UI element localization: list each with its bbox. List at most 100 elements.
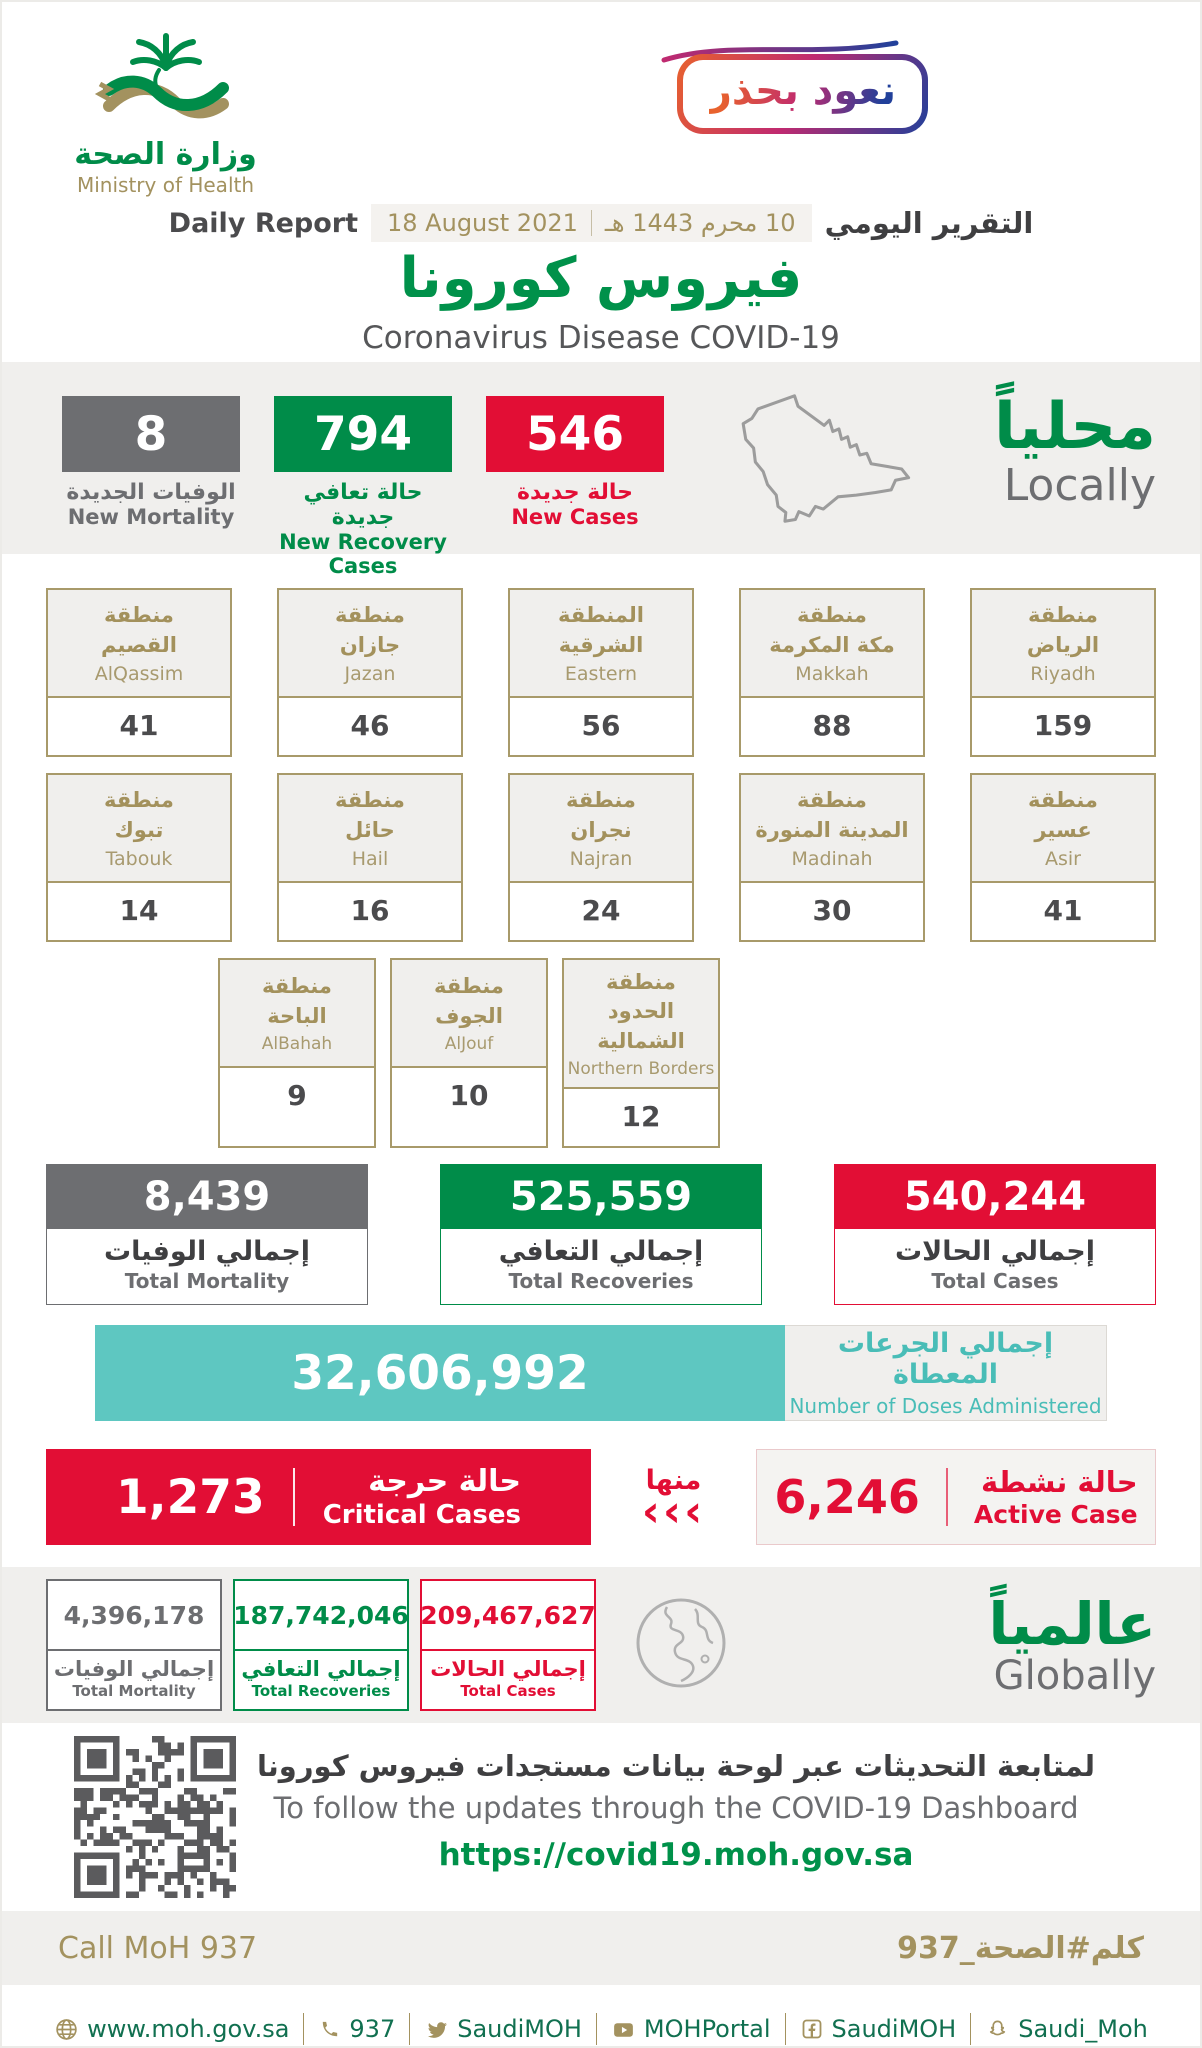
critical-cases-value: 1,273 — [116, 1469, 265, 1525]
footer-item-youtube[interactable]: MOHPortal — [611, 2015, 771, 2043]
footer-item-snapchat[interactable]: Saudi_Moh — [985, 2015, 1148, 2043]
locally-heading-en: Locally — [1003, 460, 1156, 512]
region-card-najran: منطقة نجران Najran 24 — [508, 773, 694, 942]
region-value: 41 — [119, 709, 159, 742]
active-cases-label-en: Active Case — [973, 1500, 1138, 1530]
total-recoveries-label-en: Total Recoveries — [508, 1269, 694, 1294]
region-card-tabouk: منطقة تبوك Tabouk 14 — [46, 773, 232, 942]
facebook-icon — [802, 2019, 821, 2039]
phone-icon — [323, 2021, 338, 2036]
divider — [784, 2013, 786, 2046]
region-card-alqassim: منطقة القصيم AlQassim 41 — [46, 588, 232, 757]
footer-item-facebook[interactable]: SaudiMOH — [800, 2015, 956, 2043]
logo-arabic-name: وزارة الصحة — [74, 137, 257, 172]
footer-social-bar: www.moh.gov.sa 937 SaudiMOH MOHPortal — [2, 1985, 1200, 2046]
regions-row-3: منطقة الباحة AlBahah 9 منطقة الجوف AlJouf … — [218, 958, 1156, 1149]
region-value: 14 — [119, 894, 159, 927]
region-value: 88 — [812, 709, 852, 742]
region-card-eastern: المنطقة الشرقية Eastern 56 — [508, 588, 694, 757]
locally-heading-ar: محلياً — [993, 390, 1156, 464]
new-recoveries-value: 794 — [274, 396, 452, 472]
of-which-label-ar: منها — [645, 1465, 702, 1497]
region-card-aljouf: منطقة الجوف AlJouf 10 — [390, 958, 548, 1149]
header: وزارة الصحة Ministry of Health نعود بحذر… — [2, 2, 1200, 362]
dashboard-line-en: To follow the updates through the COVID-… — [273, 1791, 1079, 1826]
region-value: 24 — [581, 894, 621, 927]
total-mortality-card: 8,439 إجمالي الوفيات Total Mortality — [46, 1164, 368, 1306]
region-value: 12 — [621, 1100, 661, 1134]
new-mortality-label-en: New Mortality — [67, 505, 235, 529]
date-pill: 18 August 2021 10 محرم 1443 هـ — [371, 204, 812, 242]
new-cases-value: 546 — [486, 396, 664, 472]
logo-english-name: Ministry of Health — [76, 173, 255, 197]
divider — [970, 2013, 972, 2046]
globally-heading: عالمياً Globally — [988, 1593, 1156, 1696]
region-card-albahah: منطقة الباحة AlBahah 9 — [218, 958, 376, 1149]
hashtag-label: كلم#الصحة_937 — [897, 1930, 1144, 1966]
new-recoveries-label-en: New Recovery Cases — [279, 530, 447, 578]
date-divider — [590, 210, 592, 236]
total-mortality-value: 8,439 — [47, 1165, 367, 1230]
active-cases-label-ar: حالة نشطة — [981, 1465, 1138, 1500]
new-cases-label-en: New Cases — [511, 505, 639, 529]
locally-heading: محلياً Locally — [994, 362, 1156, 508]
locally-section: 8 الوفيات الجديدة New Mortality 794 حالة… — [2, 362, 1200, 578]
region-card-asir: منطقة عسير Asir 41 — [970, 773, 1156, 942]
footer-item-phone[interactable]: 937 — [318, 2015, 395, 2043]
global-cases-card: 209,467,627 إجمالي الحالات Total Cases — [420, 1579, 596, 1712]
region-value: 30 — [812, 894, 852, 927]
region-value: 9 — [287, 1079, 307, 1112]
footer-item-twitter[interactable]: SaudiMOH — [424, 2015, 582, 2043]
critical-cases-label-en: Critical Cases — [322, 1500, 521, 1531]
region-card-makkah: منطقة مكة المكرمة Makkah 88 — [739, 588, 925, 757]
page-title-arabic: فيروس كورونا — [399, 246, 803, 311]
palm-tree-icon — [94, 33, 229, 119]
stat-new-recoveries: 794 حالة تعافي جديدة New Recovery Cases — [274, 362, 452, 578]
global-mortality-label-en: Total Mortality — [72, 1682, 196, 1701]
active-cases-card: 6,246 حالة نشطة Active Case — [756, 1449, 1156, 1546]
total-recoveries-label-ar: إجمالي التعافي — [498, 1236, 704, 1268]
stat-new-cases: 546 حالة جديدة New Cases — [486, 362, 664, 529]
regions-row-2: منطقة تبوك Tabouk 14 منطقة حائل Hail 16 من… — [46, 773, 1156, 942]
divider — [595, 2013, 597, 2046]
gregorian-date: 18 August 2021 — [387, 209, 578, 237]
region-card-hail: منطقة حائل Hail 16 — [277, 773, 463, 942]
divider — [303, 2013, 305, 2046]
doses-label: إجمالي الجرعات المعطاة Number of Doses A… — [785, 1325, 1107, 1422]
moh-logo: وزارة الصحة Ministry of Health — [48, 24, 283, 197]
return-with-caution-badge: نعود بحذر — [676, 54, 928, 134]
daily-report-label-ar: التقرير اليومي — [824, 206, 1034, 240]
totals-row: 8,439 إجمالي الوفيات Total Mortality 525… — [2, 1164, 1200, 1306]
saudi-arabia-map-icon — [732, 388, 918, 540]
total-cases-value: 540,244 — [835, 1165, 1155, 1230]
globally-section: 4,396,178 إجمالي الوفيات Total Mortality… — [2, 1567, 1200, 1724]
region-value: 10 — [449, 1079, 489, 1112]
qr-code — [74, 1736, 236, 1899]
global-mortality-value: 4,396,178 — [48, 1581, 220, 1652]
snapchat-icon — [990, 2020, 1006, 2036]
region-card-madinah: منطقة المدينة المنورة Madinah 30 — [739, 773, 925, 942]
total-recoveries-value: 525,559 — [441, 1165, 761, 1230]
left-chevrons-icon: ‹‹‹ — [641, 1486, 706, 1538]
regions-row-1: منطقة القصيم AlQassim 41 منطقة جازان Jazan… — [46, 588, 1156, 757]
hijri-date: 10 محرم 1443 هـ — [604, 209, 796, 237]
divider — [945, 1468, 948, 1527]
total-mortality-label-en: Total Mortality — [124, 1269, 290, 1294]
dashboard-url-link[interactable]: https://covid19.moh.gov.sa — [438, 1837, 914, 1874]
youtube-icon — [614, 2022, 633, 2037]
region-value: 16 — [350, 894, 390, 927]
footer-item-website[interactable]: www.moh.gov.sa — [54, 2015, 289, 2043]
call-moh-label: Call MoH 937 — [58, 1930, 258, 1966]
date-bar: Daily Report 18 August 2021 10 محرم 1443… — [2, 204, 1200, 242]
region-value: 41 — [1043, 894, 1083, 927]
doses-administered-bar: 32,606,992 إجمالي الجرعات المعطاة Number… — [95, 1325, 1107, 1422]
badge-swoosh-icon — [661, 40, 899, 63]
globe-icon — [56, 2018, 77, 2040]
critical-active-row: 1,273 حالة حرجة Critical Cases منها ‹‹‹ … — [2, 1449, 1200, 1546]
page-title-english: Coronavirus Disease COVID-19 — [362, 320, 840, 356]
region-card-riyadh: منطقة الرياض Riyadh 159 — [970, 588, 1156, 757]
global-cases-label-en: Total Cases — [460, 1682, 556, 1701]
of-which-indicator: منها ‹‹‹ — [591, 1465, 756, 1538]
dashboard-line-ar: لمتابعة التحديثات عبر لوحة بيانات مستجدا… — [257, 1749, 1095, 1784]
